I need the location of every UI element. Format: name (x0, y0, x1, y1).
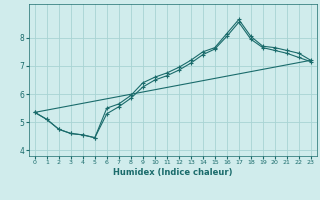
X-axis label: Humidex (Indice chaleur): Humidex (Indice chaleur) (113, 168, 233, 177)
